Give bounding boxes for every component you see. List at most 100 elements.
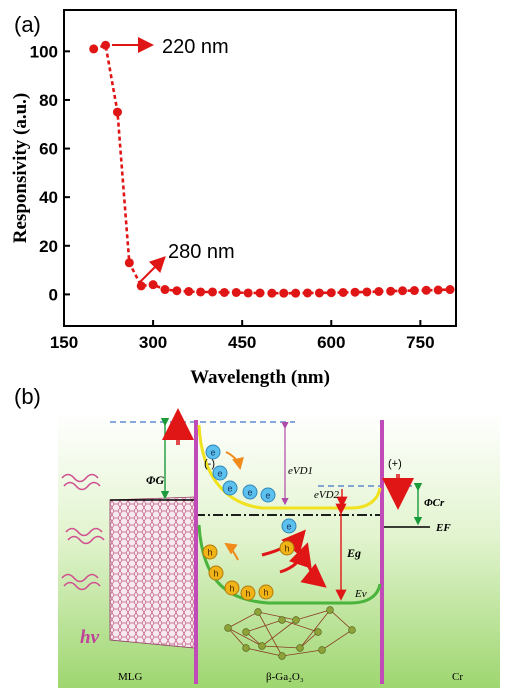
x-tick-label: 600 bbox=[317, 333, 345, 352]
electron-particle bbox=[222, 480, 238, 496]
x-tick-label: 750 bbox=[406, 333, 434, 352]
electron-particle bbox=[281, 518, 297, 534]
crystal-atom bbox=[278, 616, 286, 624]
hole-particle bbox=[224, 580, 240, 596]
mlg-label: MLG bbox=[118, 671, 143, 683]
data-point bbox=[207, 287, 217, 297]
data-point bbox=[89, 44, 99, 54]
electron-symbol: e bbox=[265, 491, 270, 501]
hole-group: h h h h h h bbox=[202, 540, 295, 601]
electron-group: eee e ee bbox=[205, 444, 297, 534]
plus-sign: (+) bbox=[388, 458, 402, 470]
data-point bbox=[445, 285, 455, 295]
data-point bbox=[398, 286, 408, 296]
electron-symbol: e bbox=[227, 484, 232, 494]
x-tick-label: 150 bbox=[50, 333, 78, 352]
data-point bbox=[219, 287, 229, 297]
graphene-lattice bbox=[109, 496, 196, 649]
conduction-band bbox=[197, 424, 382, 510]
data-point bbox=[326, 288, 336, 298]
ef-label: EF bbox=[435, 522, 451, 534]
electron-symbol: e bbox=[247, 488, 252, 498]
crystal-atom bbox=[278, 652, 286, 660]
ga2o3-label: β-Ga₂O₃ bbox=[266, 671, 304, 683]
y-tick-label: 80 bbox=[39, 91, 58, 110]
crystal-atom bbox=[258, 642, 266, 650]
electron-symbol: e bbox=[217, 469, 222, 479]
plot-frame bbox=[63, 9, 457, 327]
data-point bbox=[124, 258, 134, 268]
data-point bbox=[148, 280, 158, 290]
phi-g-label: ΦG bbox=[146, 473, 164, 487]
y-axis-ticks: 0 20 40 60 80 100 bbox=[30, 42, 70, 304]
eg-label: Eg bbox=[346, 546, 361, 560]
data-point bbox=[231, 287, 241, 297]
data-point bbox=[374, 286, 384, 296]
data-point bbox=[243, 288, 253, 298]
data-point bbox=[279, 288, 289, 298]
y-tick-label: 20 bbox=[39, 237, 58, 256]
crystal-atom bbox=[254, 608, 262, 616]
band-diagram: hv ΦG (-) eVD1 bbox=[58, 408, 500, 688]
data-point bbox=[362, 287, 372, 297]
data-point bbox=[267, 288, 277, 298]
evd2-label: eVD2 bbox=[314, 489, 340, 501]
y-axis-label: Responsivity (a.u.) bbox=[10, 93, 31, 243]
crystal-atom bbox=[296, 644, 304, 652]
data-point bbox=[386, 286, 396, 296]
y-tick-label: 100 bbox=[30, 42, 58, 61]
hole-particle bbox=[279, 540, 295, 556]
annotation-arrow-280 bbox=[138, 256, 166, 284]
y-tick-label: 0 bbox=[49, 285, 58, 304]
data-point bbox=[172, 286, 182, 296]
data-point bbox=[291, 288, 301, 298]
valence-band bbox=[197, 524, 382, 605]
phi-cr-label: ΦCr bbox=[424, 497, 445, 509]
evd1-label: eVD1 bbox=[288, 465, 313, 477]
ev-label: Ev bbox=[354, 588, 367, 600]
hole-drift-arrow bbox=[224, 542, 239, 561]
data-point bbox=[338, 287, 348, 297]
electron-drift-arrow bbox=[225, 451, 244, 470]
hole-particle bbox=[258, 584, 274, 600]
excitation-arrow-center bbox=[279, 542, 312, 574]
hole-symbol: h bbox=[207, 548, 212, 558]
hole-symbol: h bbox=[213, 569, 218, 579]
data-point bbox=[196, 287, 206, 297]
responsivity-series-points bbox=[89, 40, 455, 298]
electron-particle bbox=[260, 487, 276, 503]
hv-label: hv bbox=[80, 627, 100, 648]
crystal-atom bbox=[224, 624, 232, 632]
hole-particle bbox=[202, 544, 218, 560]
data-point bbox=[433, 285, 443, 295]
hole-symbol: h bbox=[229, 584, 234, 594]
crystal-atom bbox=[314, 628, 322, 636]
responsivity-chart: 0 20 40 60 80 100 150 300 450 600 750 220 nm 280 … bbox=[10, 9, 457, 388]
x-tick-label: 450 bbox=[228, 333, 256, 352]
hole-particle bbox=[240, 585, 256, 601]
electron-symbol: e bbox=[210, 448, 215, 458]
crystal-atom bbox=[242, 628, 250, 636]
minus-sign: (-) bbox=[204, 458, 215, 470]
hole-symbol: h bbox=[245, 589, 250, 599]
annotation-280nm: 280 nm bbox=[168, 241, 235, 263]
electron-particle bbox=[205, 444, 221, 460]
crystal-atoms bbox=[224, 606, 356, 660]
data-point bbox=[314, 288, 324, 298]
x-tick-label: 300 bbox=[139, 333, 167, 352]
data-point bbox=[160, 285, 170, 295]
light-wave-icons bbox=[61, 473, 105, 591]
data-point bbox=[112, 107, 122, 117]
data-point bbox=[421, 285, 431, 295]
crystal-atom bbox=[242, 644, 250, 652]
crystal-atom bbox=[348, 626, 356, 634]
data-point bbox=[184, 286, 194, 296]
hole-particle bbox=[208, 565, 224, 581]
y-tick-label: 40 bbox=[39, 188, 58, 207]
crystal-atom bbox=[326, 606, 334, 614]
cr-label: Cr bbox=[452, 671, 463, 683]
crystal-atom bbox=[318, 646, 326, 654]
responsivity-series-line bbox=[93, 43, 451, 295]
